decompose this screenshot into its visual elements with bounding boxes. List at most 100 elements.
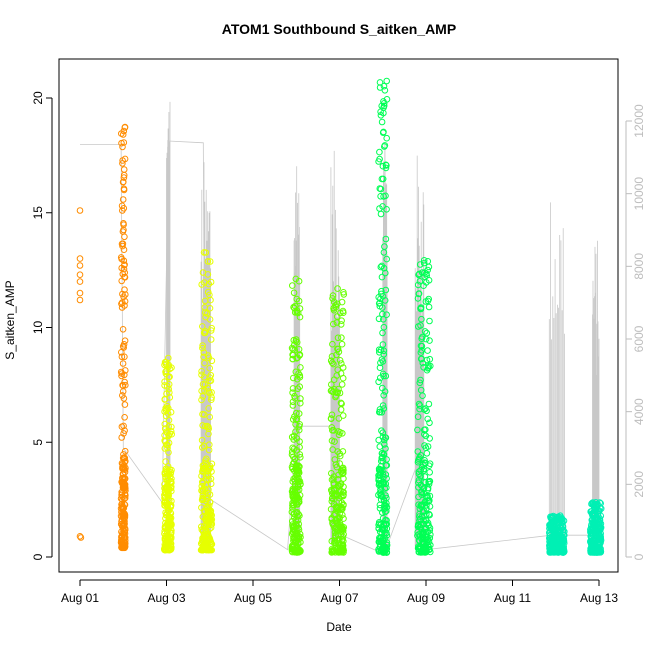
data-point <box>328 353 336 360</box>
data-point <box>381 243 388 250</box>
data-point <box>293 548 301 556</box>
data-point <box>121 518 128 525</box>
data-point <box>293 307 301 314</box>
data-point <box>376 528 384 536</box>
data-point <box>340 515 347 522</box>
data-point <box>376 501 384 509</box>
data-point <box>380 98 387 105</box>
data-point <box>119 131 127 138</box>
data-point <box>293 493 301 500</box>
data-point <box>206 364 213 372</box>
series-0-points <box>76 123 129 552</box>
data-point <box>328 537 336 545</box>
data-point <box>121 124 129 131</box>
data-point <box>376 148 383 156</box>
data-point <box>375 537 383 545</box>
data-point <box>166 389 173 396</box>
data-point <box>118 537 126 545</box>
data-point <box>121 501 129 509</box>
data-point <box>383 311 390 319</box>
data-point <box>293 495 301 502</box>
data-point <box>380 316 387 323</box>
y2-tick-label: 12000 <box>632 104 646 138</box>
data-point <box>420 465 428 473</box>
data-point <box>292 428 299 436</box>
data-point <box>327 415 335 422</box>
data-point <box>200 249 208 256</box>
data-point <box>596 507 603 515</box>
data-point <box>165 449 172 456</box>
data-point <box>333 313 341 320</box>
data-point <box>168 423 175 431</box>
data-point <box>379 546 387 553</box>
data-point <box>414 413 422 421</box>
data-point <box>420 490 428 497</box>
data-point <box>297 480 304 488</box>
y2-tick-label: 0 <box>632 553 646 560</box>
data-point <box>330 476 337 483</box>
data-point <box>382 516 389 524</box>
data-point <box>328 437 336 445</box>
data-point <box>593 545 601 553</box>
data-point <box>121 495 128 503</box>
data-point <box>335 498 343 505</box>
data-point <box>296 512 303 520</box>
data-point <box>295 346 303 353</box>
data-point <box>425 462 433 470</box>
data-point <box>292 368 300 376</box>
data-point <box>118 277 125 285</box>
data-point <box>206 291 213 299</box>
data-point <box>423 450 431 457</box>
data-point <box>382 192 389 200</box>
data-point <box>118 423 126 431</box>
data-point <box>417 521 425 529</box>
data-point <box>376 364 384 372</box>
data-point <box>205 446 213 454</box>
data-point <box>203 535 210 543</box>
data-point <box>426 355 434 363</box>
data-point <box>120 514 128 521</box>
data-point <box>118 240 126 248</box>
data-point <box>336 357 344 364</box>
data-point <box>201 387 208 394</box>
data-point <box>332 503 340 511</box>
data-point <box>332 517 340 524</box>
data-point <box>381 142 389 149</box>
data-point <box>76 262 84 269</box>
data-point <box>200 442 208 450</box>
data-point <box>120 455 128 462</box>
data-point <box>597 500 605 507</box>
data-point <box>289 385 297 392</box>
data-point <box>291 528 299 535</box>
data-point <box>426 524 434 532</box>
data-point <box>289 517 296 525</box>
data-point <box>330 320 337 328</box>
data-point <box>338 360 345 367</box>
data-point <box>424 415 432 423</box>
data-point <box>204 467 212 475</box>
data-point <box>417 355 425 363</box>
data-point <box>206 491 214 498</box>
data-point <box>379 402 387 409</box>
data-point <box>377 263 385 271</box>
data-point <box>289 465 296 473</box>
data-point <box>561 528 568 535</box>
data-point <box>200 465 208 473</box>
data-point <box>378 290 385 298</box>
data-point <box>119 541 127 548</box>
x-tick-label: Aug 13 <box>580 591 618 605</box>
data-point <box>163 428 170 436</box>
data-point <box>296 373 304 381</box>
data-point <box>206 377 213 385</box>
data-point <box>379 433 387 441</box>
data-point <box>288 508 296 516</box>
data-point <box>204 489 212 497</box>
data-point <box>339 412 347 419</box>
data-point <box>425 295 433 303</box>
data-point <box>426 317 433 325</box>
data-point <box>297 364 304 371</box>
data-point <box>378 409 386 416</box>
data-point <box>206 316 214 323</box>
data-point <box>381 388 389 395</box>
data-point <box>423 501 430 509</box>
